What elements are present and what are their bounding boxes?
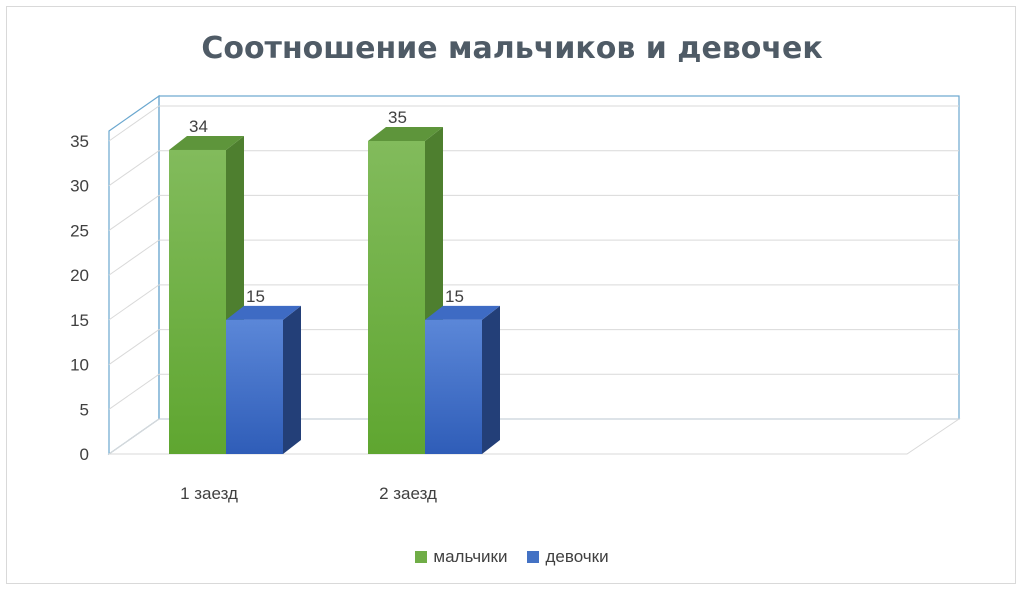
legend-label-girls: девочки xyxy=(545,547,609,566)
gridline-side xyxy=(108,150,160,187)
bar xyxy=(368,141,425,454)
y-tick-label: 0 xyxy=(80,445,89,464)
chart-plot: 0 5 10 15 20 25 30 35 34 15 1 заезд 35 15 2 заезд xyxy=(70,94,961,503)
legend-label-boys: мальчики xyxy=(433,547,508,566)
x-tick-label: 1 заезд xyxy=(180,484,238,503)
x-tick-label: 2 заезд xyxy=(379,484,437,503)
bar-side xyxy=(283,305,301,454)
bar-top xyxy=(425,305,500,320)
legend-swatch-boys xyxy=(415,551,428,563)
gridline-side xyxy=(108,373,160,410)
gridline-side xyxy=(108,418,160,455)
gridline-side xyxy=(108,329,160,365)
gridline-side xyxy=(108,239,160,276)
side-wall xyxy=(108,94,160,456)
y-tick-label: 20 xyxy=(70,266,89,285)
y-tick-label: 5 xyxy=(80,400,89,419)
legend-item-girls: девочки xyxy=(527,547,609,567)
y-tick-label: 15 xyxy=(70,311,89,330)
bar xyxy=(226,319,283,454)
legend-item-boys: мальчики xyxy=(415,547,507,567)
legend-swatch-girls xyxy=(527,551,540,563)
bar-top xyxy=(169,135,244,150)
chart-title: Соотношение мальчиков и девочек xyxy=(201,31,823,66)
data-label: 15 xyxy=(246,287,265,306)
y-tick-label: 25 xyxy=(70,221,89,240)
gridline-side xyxy=(108,195,160,231)
bar-top xyxy=(226,305,301,320)
data-label: 34 xyxy=(189,117,208,136)
chart-legend: мальчики девочки xyxy=(7,547,1017,567)
bar-top xyxy=(368,127,443,141)
data-label: 35 xyxy=(388,108,407,127)
gridline-side xyxy=(108,105,160,142)
bar xyxy=(169,149,226,454)
bar xyxy=(425,319,482,454)
y-tick-label: 35 xyxy=(70,132,89,151)
gridline-side xyxy=(108,284,160,321)
bar-side xyxy=(482,305,500,454)
chart-frame: Соотношение мальчиков и девочек 0 5 10 15 20… xyxy=(6,6,1016,584)
y-tick-label: 10 xyxy=(70,356,89,375)
y-tick-label: 30 xyxy=(70,177,89,196)
data-label: 15 xyxy=(445,287,464,306)
